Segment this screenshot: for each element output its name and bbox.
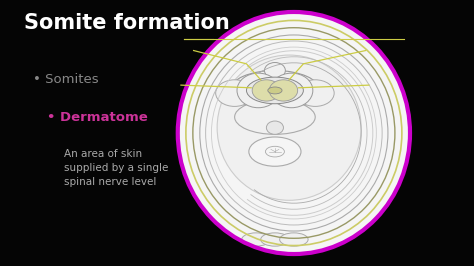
Ellipse shape <box>280 233 308 246</box>
Ellipse shape <box>268 87 282 94</box>
Ellipse shape <box>252 80 281 101</box>
Ellipse shape <box>178 12 410 254</box>
Ellipse shape <box>217 55 361 200</box>
Ellipse shape <box>266 121 283 134</box>
Text: Somite formation: Somite formation <box>24 13 229 33</box>
Text: • Dermatome: • Dermatome <box>47 111 148 123</box>
Ellipse shape <box>296 80 334 106</box>
Ellipse shape <box>269 80 298 101</box>
Text: An area of skin
supplied by a single
spinal nerve level: An area of skin supplied by a single spi… <box>64 149 168 187</box>
Ellipse shape <box>216 80 254 106</box>
Ellipse shape <box>261 233 289 246</box>
Ellipse shape <box>249 137 301 166</box>
Text: • Somites: • Somites <box>33 73 99 86</box>
Ellipse shape <box>230 70 320 110</box>
Ellipse shape <box>235 100 315 134</box>
Ellipse shape <box>246 77 303 104</box>
Ellipse shape <box>270 73 313 108</box>
Ellipse shape <box>264 63 285 78</box>
Ellipse shape <box>242 233 270 246</box>
Ellipse shape <box>237 73 280 108</box>
